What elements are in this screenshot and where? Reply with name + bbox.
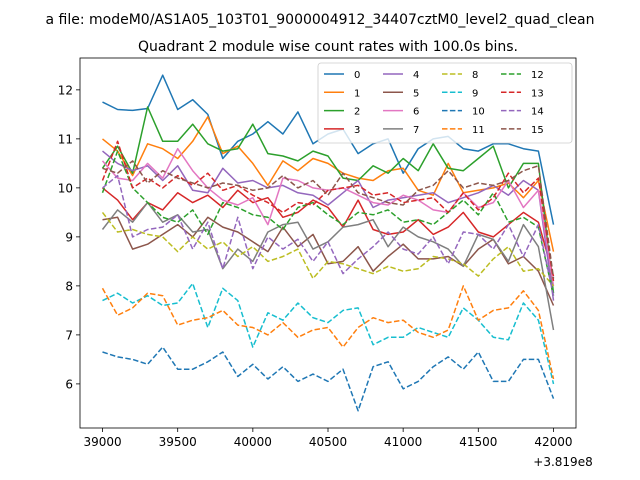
legend-label: 9: [472, 88, 478, 99]
legend-label: 11: [472, 125, 485, 136]
legend-label: 1: [354, 88, 360, 99]
legend-label: 6: [413, 107, 419, 118]
legend-item-0: 0: [324, 70, 360, 81]
y-tick-label: 9: [65, 230, 73, 244]
y-tick-label: 8: [65, 279, 73, 293]
y-tick-label: 10: [58, 181, 73, 195]
legend-label: 14: [531, 107, 544, 118]
x-tick-label: 41500: [459, 435, 497, 449]
series-line-11: [101, 285, 555, 380]
series-layer: [101, 74, 555, 412]
chart-title: Quadrant 2 module wise count rates with …: [138, 39, 518, 55]
series-line-3: [102, 187, 555, 277]
x-tick-label: 42000: [534, 435, 572, 449]
legend-item-2: 2: [324, 107, 360, 118]
legend-item-11: 11: [442, 125, 485, 136]
legend-item-9: 9: [442, 88, 478, 99]
y-tick-label: 6: [65, 377, 73, 391]
series-line-4: [102, 150, 555, 301]
chart-suptitle: a file: modeM0/AS1A05_103T01_9000004912_…: [46, 12, 595, 28]
legend-label: 8: [472, 70, 478, 81]
x-tick-label: 39500: [159, 435, 197, 449]
legend-item-7: 7: [383, 125, 419, 136]
legend-label: 4: [413, 70, 419, 81]
legend-label: 13: [531, 88, 544, 99]
legend-label: 10: [472, 107, 485, 118]
legend-frame: [317, 62, 573, 144]
legend-item-1: 1: [324, 88, 360, 99]
x-tick-label: 40000: [234, 435, 272, 449]
legend-item-12: 12: [501, 70, 544, 81]
x-tick-label: 41000: [384, 435, 422, 449]
y-axis: 6 7 8 9 10 11 12: [58, 83, 80, 391]
y-tick-label: 7: [65, 328, 73, 342]
x-axis-offset-label: +3.819e8: [533, 455, 592, 469]
legend-item-6: 6: [383, 107, 419, 118]
legend-item-10: 10: [442, 107, 485, 118]
legend-item-4: 4: [383, 70, 419, 81]
legend-label: 15: [531, 125, 544, 136]
legend-item-13: 13: [501, 88, 544, 99]
series-line-5: [102, 216, 555, 306]
series-line-15: [102, 160, 555, 279]
series-line-14: [102, 174, 555, 296]
legend-item-3: 3: [324, 125, 360, 136]
series-line-13: [101, 140, 555, 282]
series-line-10: [102, 346, 555, 412]
x-tick-label: 39000: [83, 435, 121, 449]
x-tick-label: 40500: [309, 435, 347, 449]
y-tick-label: 11: [58, 132, 73, 146]
legend-label: 3: [354, 125, 360, 136]
series-line-2: [101, 106, 555, 294]
x-axis: 39000 39500 40000 40500 41000 41500 42000: [83, 428, 573, 449]
legend-label: 7: [413, 125, 419, 136]
series-line-12: [101, 150, 555, 296]
legend-item-14: 14: [501, 107, 544, 118]
legend-label: 2: [354, 107, 360, 118]
plot-area: 39000 39500 40000 40500 41000 41500 42000 6 7 8 9…: [58, 57, 593, 469]
series-line-8: [101, 211, 555, 287]
legend-item-5: 5: [383, 88, 419, 99]
legend-label: 12: [531, 70, 544, 81]
y-tick-label: 12: [58, 83, 73, 97]
series-line-1: [102, 116, 555, 252]
legend-item-15: 15: [501, 125, 544, 136]
legend-label: 0: [354, 70, 360, 81]
legend-label: 5: [413, 88, 419, 99]
legend-item-8: 8: [442, 70, 478, 81]
